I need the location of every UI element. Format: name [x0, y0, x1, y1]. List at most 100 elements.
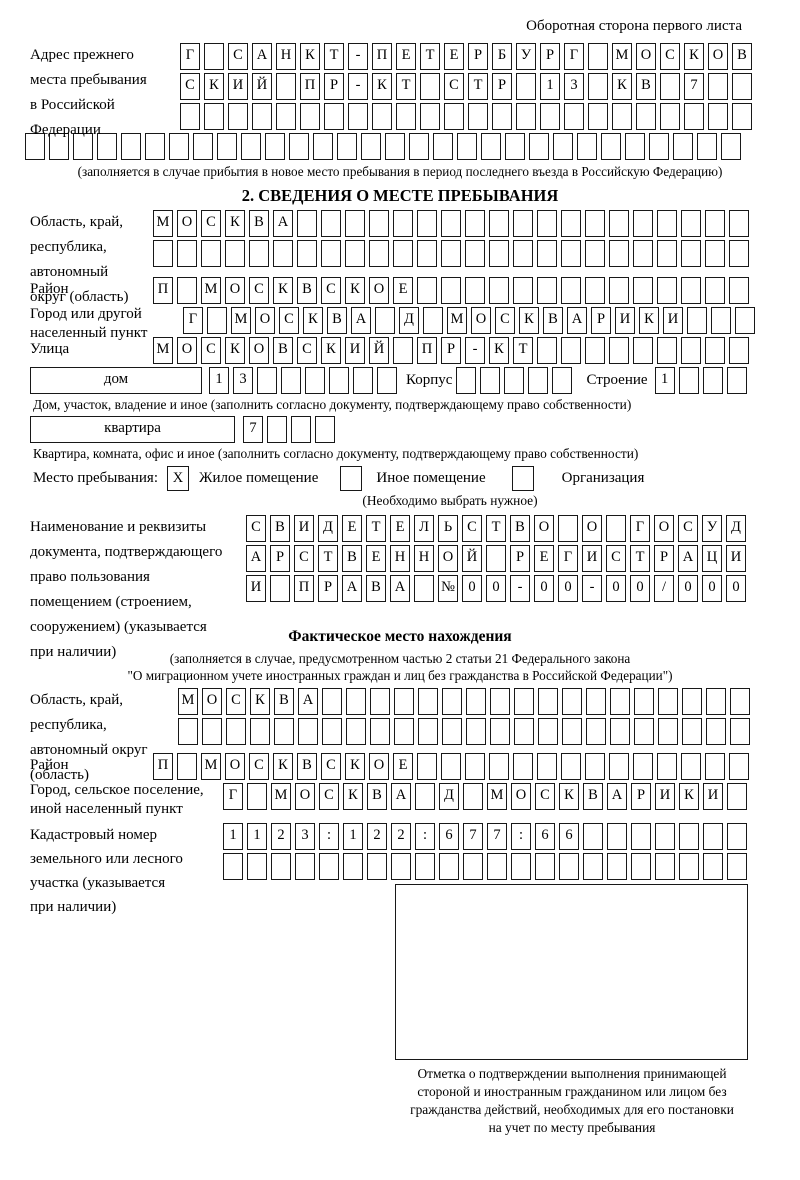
char-box: С: [495, 307, 515, 334]
char-box: [313, 133, 333, 160]
char-box: 0: [606, 575, 626, 602]
char-box: К: [204, 73, 224, 100]
char-box: Й: [252, 73, 272, 100]
char-box: [606, 515, 626, 542]
char-box: [295, 853, 315, 880]
char-box: :: [511, 823, 531, 850]
char-box: О: [295, 783, 315, 810]
char-box: [418, 688, 438, 715]
other-premises-label: Иное помещение: [376, 470, 486, 486]
char-box: [730, 688, 750, 715]
char-box: А: [298, 688, 318, 715]
char-box: [276, 73, 296, 100]
char-box: [660, 73, 680, 100]
char-box: [609, 277, 629, 304]
char-box: [369, 240, 389, 267]
stay-region-block: Область, край, республика, автономный ок…: [0, 210, 800, 305]
apartment-row: квартира 7: [30, 416, 800, 443]
char-box: [315, 416, 335, 443]
char-box: А: [246, 545, 266, 572]
char-box: [177, 753, 197, 780]
char-box: О: [471, 307, 491, 334]
char-box: Т: [513, 337, 533, 364]
char-box: [393, 210, 413, 237]
char-box: [324, 103, 344, 130]
char-box: [468, 103, 488, 130]
char-box: [225, 240, 245, 267]
char-box: [634, 688, 654, 715]
char-box: Г: [558, 545, 578, 572]
char-box: О: [534, 515, 554, 542]
char-box: [586, 718, 606, 745]
char-box: [297, 210, 317, 237]
char-box: [439, 853, 459, 880]
char-box: [417, 277, 437, 304]
char-box: [585, 240, 605, 267]
char-box: [223, 853, 243, 880]
char-box: [444, 103, 464, 130]
char-box: Г: [180, 43, 200, 70]
char-box: Р: [631, 783, 651, 810]
char-box: [678, 367, 699, 394]
char-box: [561, 277, 581, 304]
cadastre-block: Кадастровый номер земельного или лесного…: [0, 823, 800, 915]
section2-title: 2. СВЕДЕНИЯ О МЕСТЕ ПРЕБЫВАНИЯ: [241, 186, 559, 205]
char-box: Д: [399, 307, 419, 334]
char-box: П: [294, 575, 314, 602]
char-box: 7: [463, 823, 483, 850]
char-box: Р: [270, 545, 290, 572]
char-box: [585, 337, 605, 364]
char-box: [553, 133, 573, 160]
page-side-note: Оборотная сторона первого листа: [526, 18, 742, 34]
char-box: [241, 133, 261, 160]
char-box: О: [225, 753, 245, 780]
char-box: Д: [318, 515, 338, 542]
char-box: [727, 783, 747, 810]
char-box: [588, 73, 608, 100]
char-box: М: [612, 43, 632, 70]
prev-address-note: (заполняется в случае прибытия в новое м…: [77, 164, 723, 179]
char-box: Р: [318, 575, 338, 602]
char-box: К: [559, 783, 579, 810]
char-box: К: [273, 277, 293, 304]
char-box: О: [369, 277, 389, 304]
char-box: [610, 688, 630, 715]
char-box: [217, 133, 237, 160]
char-box: Г: [223, 783, 243, 810]
char-box: [226, 718, 246, 745]
char-box: [561, 753, 581, 780]
char-box: П: [417, 337, 437, 364]
char-box: О: [511, 783, 531, 810]
char-box: [649, 133, 669, 160]
char-box: №: [438, 575, 458, 602]
char-box: [657, 753, 677, 780]
char-box: О: [225, 277, 245, 304]
char-box: К: [372, 73, 392, 100]
char-box: [49, 133, 69, 160]
char-box: О: [708, 43, 728, 70]
char-box: О: [654, 515, 674, 542]
char-box: 0: [726, 575, 746, 602]
char-box: [657, 337, 677, 364]
char-box: [609, 337, 629, 364]
char-box: [697, 133, 717, 160]
char-box: [708, 103, 728, 130]
char-box: -: [510, 575, 530, 602]
char-box: [705, 240, 725, 267]
char-box: [658, 718, 678, 745]
char-box: [433, 133, 453, 160]
char-box: [393, 240, 413, 267]
char-box: В: [367, 783, 387, 810]
char-box: 0: [558, 575, 578, 602]
char-box: [537, 240, 557, 267]
char-box: [729, 277, 749, 304]
char-box: 7: [243, 416, 263, 443]
char-box: [727, 853, 747, 880]
char-box: В: [327, 307, 347, 334]
char-box: [348, 103, 368, 130]
